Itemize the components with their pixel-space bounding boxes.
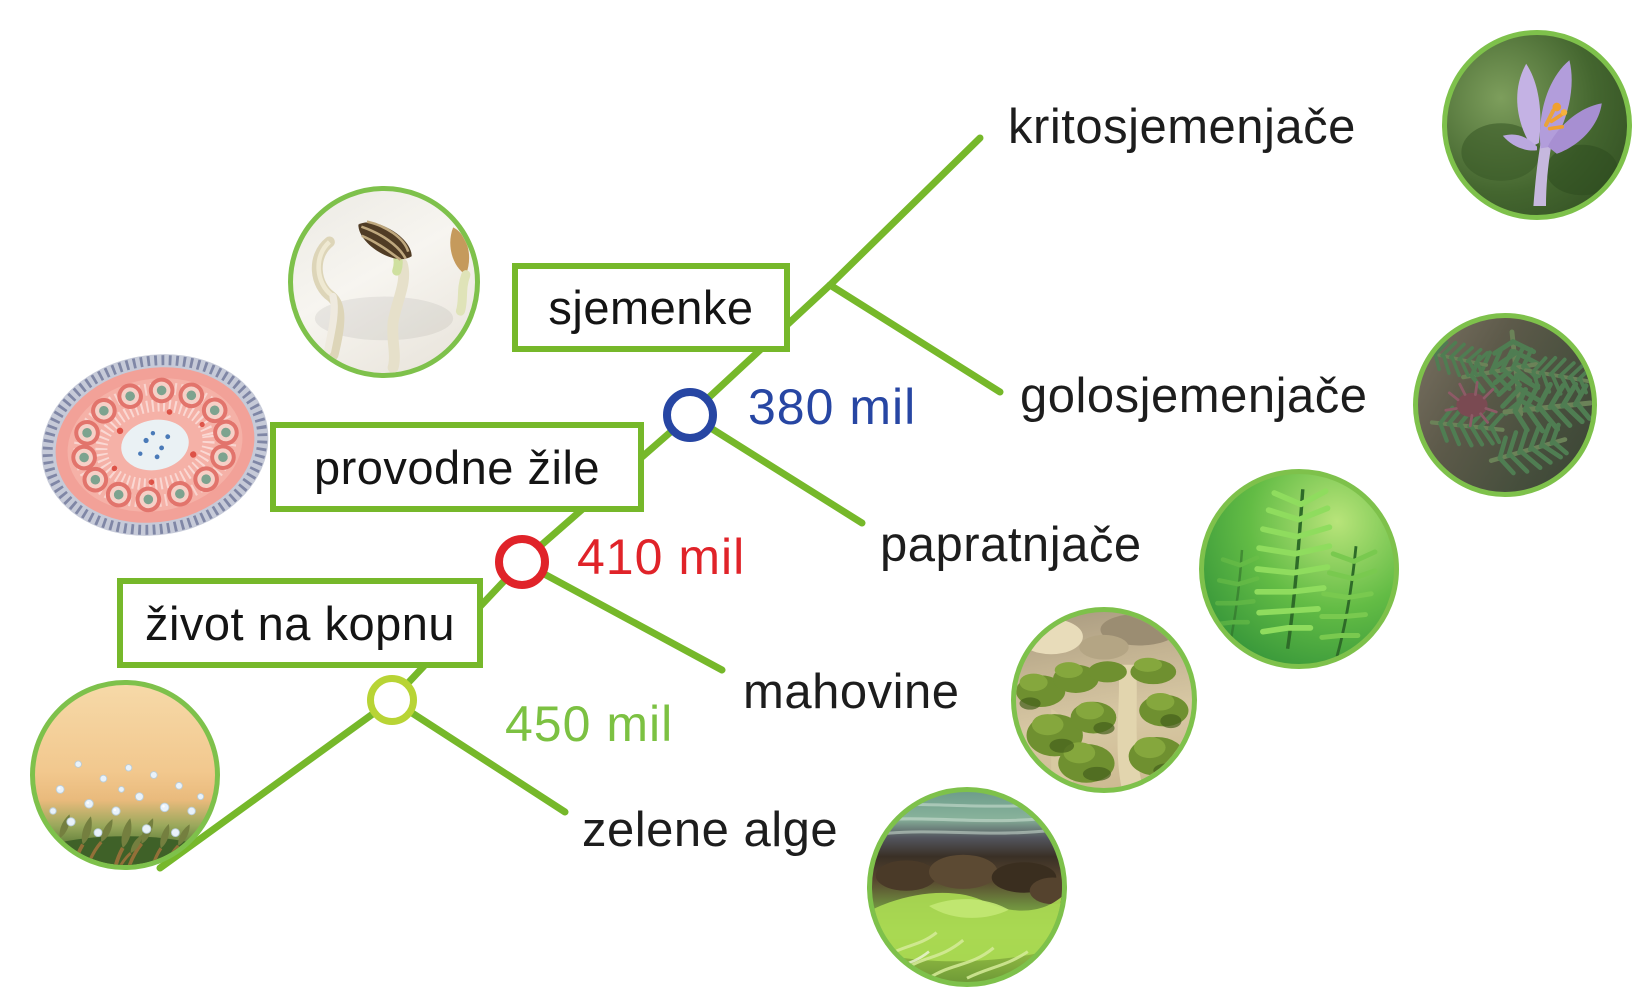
trait-label-sjemenke: sjemenke <box>548 281 754 334</box>
conifer-branch-photo <box>1413 313 1597 497</box>
stem-cross-section-micrograph <box>35 345 275 536</box>
moss-on-rock-photo <box>1011 607 1197 793</box>
taxon-label-kritosjemenjace: kritosjemenjače <box>1008 100 1356 154</box>
trait-label-provodne-zile: provodne žile <box>313 440 601 494</box>
crocus-flower-art <box>1461 60 1618 206</box>
branch-root <box>156 696 396 872</box>
fern-fronds-photo <box>1199 469 1399 669</box>
branch-to-zelene-alge <box>388 696 569 816</box>
node-450-mil <box>367 675 417 725</box>
underwater-algae-photo <box>867 787 1067 987</box>
taxon-label-mahovine: mahovine <box>743 665 960 719</box>
node-label-380-mil: 380 mil <box>748 379 917 435</box>
node-380-mil <box>663 388 717 442</box>
moss-on-rock-art <box>1016 613 1189 788</box>
moss-sporophytes-dew-photo <box>30 680 220 870</box>
trait-label-zivot-na-kopnu: život na kopnu <box>144 596 456 650</box>
fern-fronds-art <box>1215 488 1378 657</box>
branch-to-papratnjace <box>686 411 866 527</box>
stem-cross-section-art <box>41 354 269 536</box>
germinating-seeds-art <box>311 220 471 373</box>
branch-to-kritosjemenjace <box>826 134 984 289</box>
trait-box-zivot-na-kopnu: život na kopnu <box>117 578 483 668</box>
underwater-algae-art <box>872 801 1062 980</box>
trait-box-provodne-zile: provodne žile <box>270 422 644 512</box>
branch-to-golosjemenjace <box>826 281 1004 396</box>
node-label-450-mil: 450 mil <box>505 696 674 752</box>
conifer-branch-art <box>1423 318 1592 492</box>
taxon-label-golosjemenjace: golosjemenjače <box>1020 369 1368 423</box>
moss-sporophytes-art <box>35 760 215 865</box>
germinating-seeds-photo <box>288 186 480 378</box>
node-label-410-mil: 410 mil <box>577 529 746 585</box>
branch-to-mahovine <box>518 558 726 674</box>
taxon-label-zelene-alge: zelene alge <box>582 803 839 857</box>
taxon-label-papratnjace: papratnjače <box>880 518 1142 572</box>
node-410-mil <box>495 535 549 589</box>
trait-box-sjemenke: sjemenke <box>512 263 790 352</box>
crocus-flower-photo <box>1442 30 1632 220</box>
